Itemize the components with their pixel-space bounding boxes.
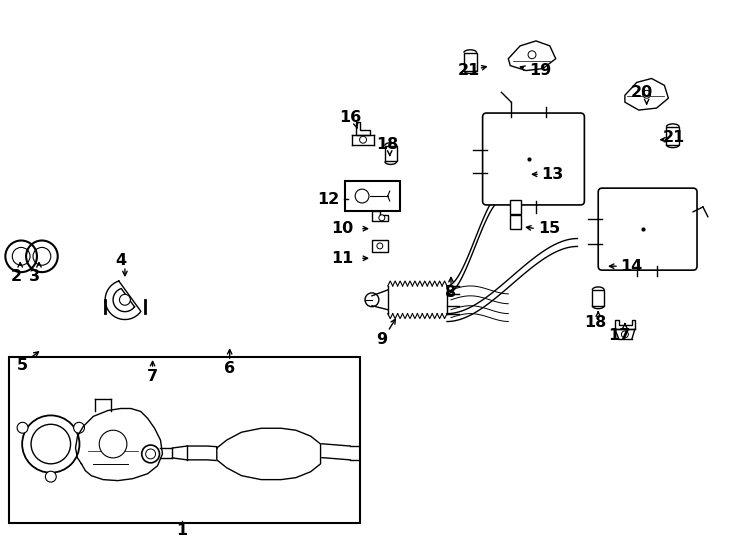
- Circle shape: [99, 430, 127, 458]
- Circle shape: [73, 422, 84, 433]
- Circle shape: [643, 90, 650, 98]
- Polygon shape: [615, 320, 635, 329]
- Text: 2: 2: [11, 268, 22, 284]
- Text: 18: 18: [377, 137, 399, 152]
- Bar: [510, 215, 521, 228]
- Polygon shape: [356, 122, 370, 135]
- Polygon shape: [625, 78, 669, 110]
- Text: 17: 17: [608, 328, 630, 343]
- Text: 4: 4: [115, 253, 126, 268]
- Text: 13: 13: [542, 167, 564, 182]
- Text: 10: 10: [331, 221, 354, 236]
- Text: 5: 5: [17, 357, 28, 373]
- Circle shape: [379, 215, 385, 221]
- Bar: [592, 290, 604, 306]
- Text: 6: 6: [224, 361, 235, 376]
- Bar: [10, 357, 360, 523]
- Polygon shape: [217, 428, 321, 480]
- Polygon shape: [509, 41, 556, 71]
- Text: 12: 12: [317, 192, 340, 206]
- Bar: [510, 200, 521, 214]
- Bar: [464, 53, 476, 71]
- Bar: [345, 181, 399, 211]
- FancyBboxPatch shape: [598, 188, 697, 270]
- Text: 21: 21: [457, 63, 480, 78]
- Text: 8: 8: [446, 285, 457, 300]
- FancyBboxPatch shape: [483, 113, 584, 205]
- Circle shape: [17, 422, 28, 433]
- Text: 21: 21: [664, 130, 686, 145]
- Polygon shape: [105, 281, 141, 320]
- Text: 19: 19: [528, 63, 551, 78]
- Text: 14: 14: [621, 259, 643, 274]
- Text: 7: 7: [147, 369, 158, 384]
- Circle shape: [377, 243, 383, 249]
- Text: 18: 18: [584, 315, 606, 330]
- Text: 20: 20: [631, 85, 653, 100]
- Circle shape: [528, 51, 536, 59]
- Circle shape: [360, 136, 366, 143]
- Circle shape: [120, 294, 131, 305]
- Text: 1: 1: [177, 523, 188, 537]
- Text: 9: 9: [377, 332, 388, 347]
- Text: 3: 3: [29, 268, 40, 284]
- Polygon shape: [76, 408, 162, 481]
- Circle shape: [46, 471, 57, 482]
- Bar: [372, 240, 388, 252]
- Bar: [666, 127, 679, 145]
- Bar: [385, 146, 396, 161]
- Text: 16: 16: [339, 111, 361, 125]
- Circle shape: [622, 331, 628, 338]
- Polygon shape: [372, 211, 388, 221]
- Circle shape: [355, 189, 369, 203]
- Text: 15: 15: [539, 221, 561, 236]
- Text: 11: 11: [331, 251, 354, 266]
